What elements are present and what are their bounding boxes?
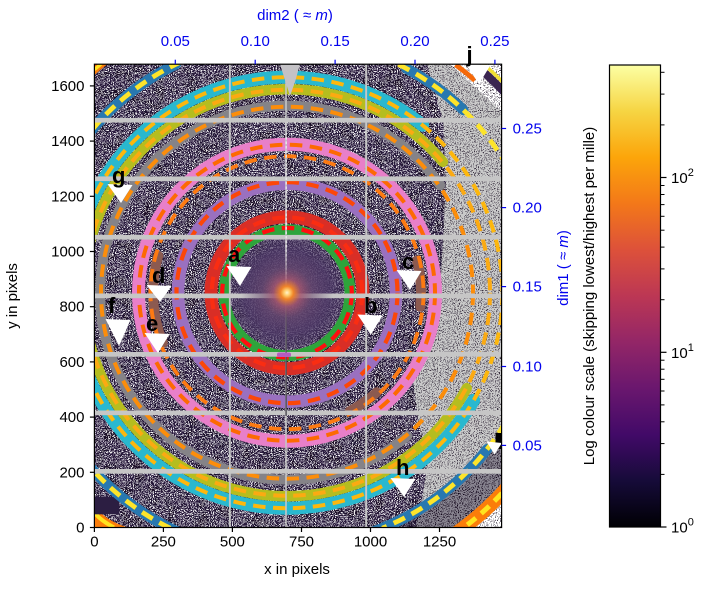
svg-text:0.20: 0.20	[513, 200, 542, 217]
svg-text:0.25: 0.25	[480, 33, 509, 50]
svg-text:0.15: 0.15	[513, 279, 542, 296]
svg-text:500: 500	[220, 534, 245, 551]
svg-text:800: 800	[59, 299, 84, 316]
svg-text:0.05: 0.05	[513, 437, 542, 454]
svg-text:c: c	[402, 249, 414, 274]
svg-text:250: 250	[151, 534, 176, 551]
svg-text:0.05: 0.05	[161, 33, 190, 50]
svg-text:0.20: 0.20	[400, 33, 429, 50]
svg-text:dim2 ( ≈ m): dim2 ( ≈ m)	[257, 7, 333, 24]
svg-text:f: f	[108, 293, 116, 318]
svg-text:1200: 1200	[51, 188, 84, 205]
svg-text:600: 600	[59, 354, 84, 371]
svg-text:e: e	[146, 311, 158, 336]
svg-text:a: a	[228, 242, 241, 267]
svg-text:g: g	[112, 163, 125, 188]
svg-text:dim1 ( ≈ m): dim1 ( ≈ m)	[555, 230, 572, 306]
svg-text:0.10: 0.10	[241, 33, 270, 50]
svg-text:j: j	[466, 42, 473, 67]
svg-text:400: 400	[59, 409, 84, 426]
svg-text:750: 750	[289, 534, 314, 551]
svg-text:y in pixels: y in pixels	[4, 263, 21, 329]
svg-text:1600: 1600	[51, 78, 84, 95]
svg-text:h: h	[396, 455, 409, 480]
svg-text:0.25: 0.25	[513, 121, 542, 138]
svg-text:0: 0	[76, 520, 84, 537]
svg-text:1400: 1400	[51, 133, 84, 150]
svg-text:Log colour scale (skipping low: Log colour scale (skipping lowest/highes…	[581, 127, 598, 466]
svg-text:1000: 1000	[51, 244, 84, 261]
svg-text:0: 0	[90, 534, 98, 551]
svg-text:0.10: 0.10	[513, 359, 542, 376]
svg-text:d: d	[152, 263, 165, 288]
svg-text:0.15: 0.15	[320, 33, 349, 50]
svg-text:200: 200	[59, 464, 84, 481]
svg-text:b: b	[364, 293, 377, 318]
svg-text:1250: 1250	[423, 534, 456, 551]
svg-text:x in pixels: x in pixels	[264, 561, 330, 578]
svg-text:1000: 1000	[354, 534, 387, 551]
